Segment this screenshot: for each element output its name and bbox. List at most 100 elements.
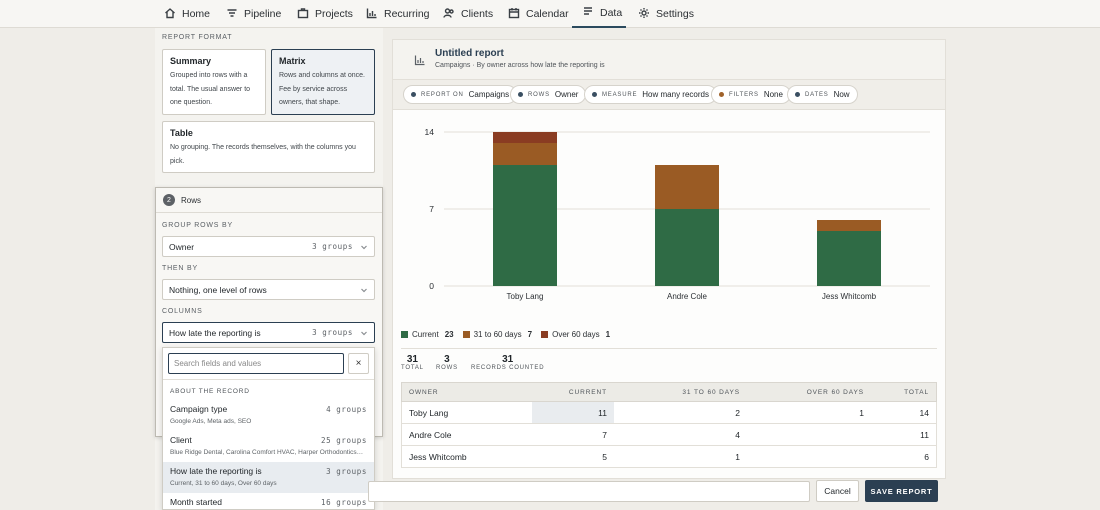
bar-chart-icon [414,53,426,66]
divider [401,348,937,349]
option-count: 3 groups [326,467,367,476]
nav-home[interactable]: Home [164,0,210,28]
report-name-input[interactable] [368,481,810,502]
save-report-button[interactable]: SAVE REPORT [865,480,938,502]
select-value: Owner [169,241,195,252]
report-title[interactable]: Untitled report [435,48,504,59]
document-icon [582,6,594,21]
report-header: Untitled report Campaigns · By owner acr… [393,40,945,79]
format-table-card[interactable]: Table No grouping. The records themselve… [162,121,375,173]
x-tick-label: Andre Cole [667,292,708,301]
chip-key: ROWS [528,91,550,98]
chip-key: DATES [805,91,829,98]
home-icon [164,7,176,22]
stacked-bar-chart: 0 7 14 Toby Lang Andre Cole Jess Whitcomb [425,127,930,301]
format-matrix-card[interactable]: Matrix Rows and columns at once. Fee by … [271,49,375,115]
then-by-select[interactable]: Nothing, one level of rows [162,279,375,300]
cell-owner: Jess Whitcomb [409,452,467,462]
nav-calendar[interactable]: Calendar [508,0,569,28]
option-values: Blue Ridge Dental, Carolina Comfort HVAC… [170,449,364,456]
col-current[interactable]: CURRENT [568,389,607,396]
nav-data[interactable]: Data [572,0,626,28]
dropdown-option[interactable]: Campaign type 4 groups Google Ads, Meta … [163,400,374,431]
step-badge: 2 [163,194,175,206]
report-format-label: REPORT FORMAT [162,34,233,41]
then-by-label: THEN BY [162,265,198,272]
select-value: How late the reporting is [169,327,261,338]
briefcase-icon [297,7,309,22]
legend-item-current: Current 23 [401,328,454,340]
stat-value: 3 [444,354,450,365]
nav-settings[interactable]: Settings [638,0,694,28]
field-search-input[interactable]: Search fields and values [168,353,344,374]
stat-records: 31 RECORDS COUNTED [471,354,544,371]
columns-select[interactable]: How late the reporting is 3 groups [162,322,375,343]
chart-legend: Current 23 31 to 60 days 7 Over 60 days … [401,328,610,340]
option-count: 4 groups [326,405,367,414]
col-over-60[interactable]: OVER 60 DAYS [806,389,864,396]
nav-pipeline[interactable]: Pipeline [226,0,281,28]
nav-clients[interactable]: Clients [443,0,493,28]
users-icon [443,7,455,22]
table-row[interactable]: Toby Lang 11 2 1 14 [401,402,937,424]
chip-filters[interactable]: FILTERS None [711,85,791,104]
chip-measure[interactable]: MEASURE How many records [584,85,717,104]
nav-label: Settings [656,8,694,20]
group-rows-select[interactable]: Owner 3 groups [162,236,375,257]
stat-rows: 3 ROWS [436,354,458,371]
nav-recurring[interactable]: Recurring [366,0,430,28]
chip-dot [518,92,523,97]
cell-31-60: 4 [735,430,740,440]
cancel-button[interactable]: Cancel [816,480,859,502]
divider [156,212,382,213]
stat-value: 31 [502,354,514,365]
y-tick-label: 0 [429,281,434,291]
nav-projects[interactable]: Projects [297,0,353,28]
card-title: Summary [170,56,212,66]
dropdown-option[interactable]: Client 25 groups Blue Ridge Dental, Caro… [163,431,374,462]
stat-label: TOTAL [401,365,424,371]
chip-report-on[interactable]: REPORT ON Campaigns [403,85,518,104]
col-owner[interactable]: OWNER [409,389,439,396]
dropdown-group-label: ABOUT THE RECORD [170,388,250,395]
legend-label: Current [412,329,439,339]
report-subtitle: Campaigns · By owner across how late the… [435,62,605,69]
cell-total: 14 [919,408,929,418]
chip-dot [592,92,597,97]
option-name: Client [170,435,192,445]
cell-over-60: 1 [859,408,864,418]
x-tick-label: Jess Whitcomb [822,292,877,301]
card-title: Table [170,128,193,138]
chevron-down-icon [360,329,368,337]
col-total[interactable]: TOTAL [904,389,929,396]
columns-dropdown: Search fields and values × ABOUT THE REC… [162,347,375,510]
bar-segment [655,165,719,209]
col-31-60[interactable]: 31 TO 60 DAYS [682,389,740,396]
chip-value: Campaigns [468,90,510,99]
group-count: 3 groups [312,242,353,251]
dropdown-option-selected[interactable]: How late the reporting is 3 groups Curre… [163,462,374,493]
top-nav: Home Pipeline Projects Recurring Clients… [0,0,1100,28]
table-row[interactable]: Andre Cole 7 4 11 [401,424,937,446]
legend-swatch [462,330,470,338]
bar-segment [493,165,557,286]
cell-owner: Andre Cole [409,430,452,440]
cell-current: 5 [602,452,607,462]
chip-key: REPORT ON [421,91,464,98]
format-summary-card[interactable]: Summary Grouped into rows with a total. … [162,49,266,115]
table-header: OWNER CURRENT 31 TO 60 DAYS OVER 60 DAYS… [401,382,937,402]
card-desc: Grouped into rows with a total. The usua… [170,72,251,106]
chip-dates[interactable]: DATES Now [787,85,858,104]
chip-rows[interactable]: ROWS Owner [510,85,587,104]
group-rows-label: GROUP ROWS BY [162,222,233,229]
close-icon[interactable]: × [348,353,369,374]
dropdown-option[interactable]: Month started 16 groups [163,493,374,509]
rows-title: Rows [181,196,202,205]
table-row[interactable]: Jess Whitcomb 5 1 6 [401,446,937,468]
legend-total: 7 [527,329,533,339]
nav-label: Projects [315,8,353,20]
nav-label: Home [182,8,211,20]
option-values: Current, 31 to 60 days, Over 60 days [170,480,277,487]
nav-label: Clients [461,8,494,20]
bar-segment [817,231,881,286]
